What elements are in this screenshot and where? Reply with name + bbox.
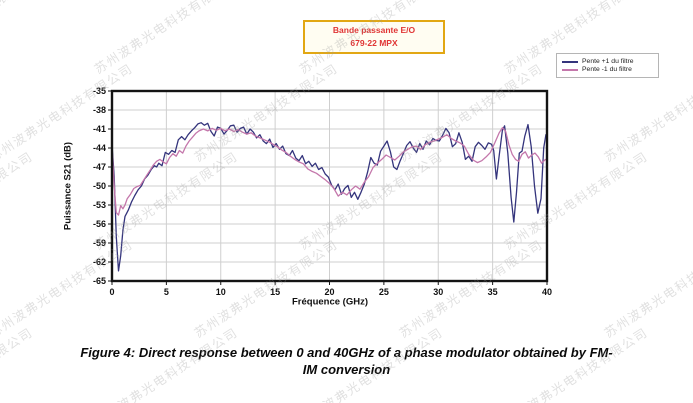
series-line-pente-minus1 [111, 127, 548, 216]
y-tick-label: -53 [93, 200, 106, 210]
series-line-pente-plus1 [111, 122, 548, 272]
figure-caption-line1: Figure 4: Direct response between 0 and … [80, 345, 613, 360]
y-tick-label: -50 [93, 181, 106, 191]
s21-frequency-chart: 0 5 10 15 20 25 30 35 40 -35 -38 -41 -44 -47 -50 -53 -56… [93, 86, 552, 297]
x-tick-label: 40 [542, 287, 552, 297]
chart-title-box: Bande passante E/O 679-22 MPX [303, 20, 445, 54]
legend-line-swatch-pente-plus1 [562, 60, 578, 63]
x-axis-title: Fréquence (GHz) [291, 296, 369, 308]
chart-title-line2: 679-22 MPX [350, 38, 398, 48]
legend-label: Pente +1 du filtre [582, 58, 634, 65]
x-tick-label: 10 [216, 287, 226, 297]
legend-line-swatch-pente-minus1 [562, 68, 578, 71]
y-tick-label: -35 [93, 86, 106, 96]
legend: Pente +1 du filtre Pente -1 du filtre [556, 53, 659, 78]
y-tick-label: -38 [93, 105, 106, 115]
y-tick-label: -62 [93, 257, 106, 267]
y-axis-title: Puissance S21 (dB) [62, 141, 74, 231]
y-tick-label: -65 [93, 276, 106, 286]
x-tick-label: 20 [324, 287, 334, 297]
y-tick-label: -41 [93, 124, 106, 134]
x-tick-label: 15 [270, 287, 280, 297]
legend-item: Pente +1 du filtre [562, 58, 654, 65]
y-tick-label: -47 [93, 162, 106, 172]
x-tick-label: 0 [109, 287, 114, 297]
x-tick-label: 35 [488, 287, 498, 297]
x-tick-label: 30 [433, 287, 443, 297]
y-tick-label: -59 [93, 238, 106, 248]
y-tick-label: -44 [93, 143, 106, 153]
plot-frame [110, 89, 549, 283]
x-tick-label: 25 [379, 287, 389, 297]
y-tick-label: -56 [93, 219, 106, 229]
legend-label: Pente -1 du filtre [582, 66, 632, 73]
legend-item: Pente -1 du filtre [562, 66, 654, 73]
figure-caption-line2: IM conversion [302, 362, 391, 377]
chart-title-line1: Bande passante E/O [332, 25, 416, 35]
figure-caption: Figure 4: Direct response between 0 and … [0, 344, 693, 378]
x-tick-label: 5 [164, 287, 169, 297]
